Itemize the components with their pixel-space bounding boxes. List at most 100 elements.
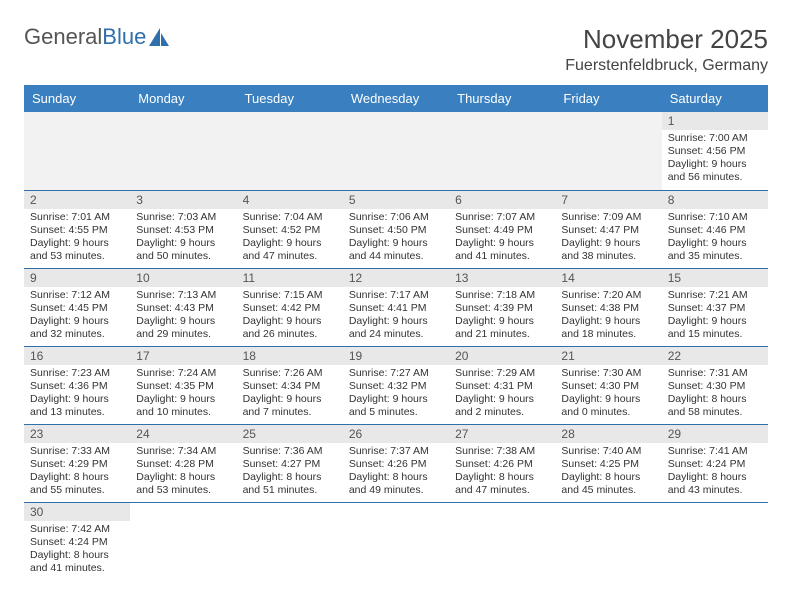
weekday-header-row: SundayMondayTuesdayWednesdayThursdayFrid… — [24, 85, 768, 112]
day-number: 24 — [130, 425, 236, 443]
calendar-cell: 11Sunrise: 7:15 AMSunset: 4:42 PMDayligh… — [237, 268, 343, 346]
daylight-text: Daylight: 9 hours — [30, 315, 124, 328]
weekday-header: Saturday — [662, 85, 768, 112]
sunset-text: Sunset: 4:52 PM — [243, 224, 337, 237]
sunset-text: Sunset: 4:34 PM — [243, 380, 337, 393]
calendar-cell: 23Sunrise: 7:33 AMSunset: 4:29 PMDayligh… — [24, 424, 130, 502]
calendar-cell — [24, 112, 130, 190]
daylight-text: Daylight: 8 hours — [136, 471, 230, 484]
daylight-text: Daylight: 9 hours — [30, 393, 124, 406]
day-number: 21 — [555, 347, 661, 365]
sunset-text: Sunset: 4:25 PM — [561, 458, 655, 471]
weekday-header: Thursday — [449, 85, 555, 112]
sunset-text: Sunset: 4:43 PM — [136, 302, 230, 315]
weekday-header: Tuesday — [237, 85, 343, 112]
daylight-text-2: and 55 minutes. — [30, 484, 124, 497]
sunrise-text: Sunrise: 7:23 AM — [30, 367, 124, 380]
sunset-text: Sunset: 4:27 PM — [243, 458, 337, 471]
sunrise-text: Sunrise: 7:37 AM — [349, 445, 443, 458]
calendar-cell: 16Sunrise: 7:23 AMSunset: 4:36 PMDayligh… — [24, 346, 130, 424]
sunset-text: Sunset: 4:49 PM — [455, 224, 549, 237]
daylight-text-2: and 7 minutes. — [243, 406, 337, 419]
calendar-cell — [449, 502, 555, 580]
calendar-cell: 8Sunrise: 7:10 AMSunset: 4:46 PMDaylight… — [662, 190, 768, 268]
calendar-cell: 19Sunrise: 7:27 AMSunset: 4:32 PMDayligh… — [343, 346, 449, 424]
sunrise-text: Sunrise: 7:33 AM — [30, 445, 124, 458]
sunset-text: Sunset: 4:45 PM — [30, 302, 124, 315]
sunset-text: Sunset: 4:50 PM — [349, 224, 443, 237]
daylight-text: Daylight: 8 hours — [30, 471, 124, 484]
day-number: 14 — [555, 269, 661, 287]
daylight-text: Daylight: 9 hours — [561, 237, 655, 250]
daylight-text-2: and 49 minutes. — [349, 484, 443, 497]
daylight-text: Daylight: 8 hours — [243, 471, 337, 484]
daylight-text-2: and 13 minutes. — [30, 406, 124, 419]
day-number: 15 — [662, 269, 768, 287]
daylight-text-2: and 53 minutes. — [136, 484, 230, 497]
day-details: Sunrise: 7:20 AMSunset: 4:38 PMDaylight:… — [555, 287, 661, 346]
calendar-week-row: 23Sunrise: 7:33 AMSunset: 4:29 PMDayligh… — [24, 424, 768, 502]
sail-icon — [148, 27, 170, 47]
title-block: November 2025 Fuerstenfeldbruck, Germany — [565, 24, 768, 75]
day-details: Sunrise: 7:21 AMSunset: 4:37 PMDaylight:… — [662, 287, 768, 346]
daylight-text-2: and 32 minutes. — [30, 328, 124, 341]
daylight-text: Daylight: 9 hours — [455, 237, 549, 250]
day-details: Sunrise: 7:38 AMSunset: 4:26 PMDaylight:… — [449, 443, 555, 502]
sunrise-text: Sunrise: 7:04 AM — [243, 211, 337, 224]
daylight-text: Daylight: 8 hours — [668, 471, 762, 484]
daylight-text: Daylight: 9 hours — [668, 315, 762, 328]
daylight-text-2: and 38 minutes. — [561, 250, 655, 263]
sunrise-text: Sunrise: 7:24 AM — [136, 367, 230, 380]
sunset-text: Sunset: 4:46 PM — [668, 224, 762, 237]
day-number: 9 — [24, 269, 130, 287]
calendar-cell: 24Sunrise: 7:34 AMSunset: 4:28 PMDayligh… — [130, 424, 236, 502]
calendar-cell — [449, 112, 555, 190]
sunrise-text: Sunrise: 7:06 AM — [349, 211, 443, 224]
day-details: Sunrise: 7:18 AMSunset: 4:39 PMDaylight:… — [449, 287, 555, 346]
day-details: Sunrise: 7:17 AMSunset: 4:41 PMDaylight:… — [343, 287, 449, 346]
day-number: 30 — [24, 503, 130, 521]
daylight-text: Daylight: 9 hours — [243, 237, 337, 250]
calendar-cell — [555, 502, 661, 580]
sunrise-text: Sunrise: 7:21 AM — [668, 289, 762, 302]
sunrise-text: Sunrise: 7:01 AM — [30, 211, 124, 224]
daylight-text: Daylight: 9 hours — [668, 158, 762, 171]
day-details: Sunrise: 7:27 AMSunset: 4:32 PMDaylight:… — [343, 365, 449, 424]
calendar-cell: 22Sunrise: 7:31 AMSunset: 4:30 PMDayligh… — [662, 346, 768, 424]
day-number: 5 — [343, 191, 449, 209]
sunset-text: Sunset: 4:47 PM — [561, 224, 655, 237]
day-details: Sunrise: 7:23 AMSunset: 4:36 PMDaylight:… — [24, 365, 130, 424]
day-number: 11 — [237, 269, 343, 287]
day-number: 16 — [24, 347, 130, 365]
weekday-header: Monday — [130, 85, 236, 112]
daylight-text-2: and 56 minutes. — [668, 171, 762, 184]
weekday-header: Sunday — [24, 85, 130, 112]
calendar-cell: 21Sunrise: 7:30 AMSunset: 4:30 PMDayligh… — [555, 346, 661, 424]
calendar-cell: 7Sunrise: 7:09 AMSunset: 4:47 PMDaylight… — [555, 190, 661, 268]
day-number: 27 — [449, 425, 555, 443]
calendar-cell: 10Sunrise: 7:13 AMSunset: 4:43 PMDayligh… — [130, 268, 236, 346]
brand-part2: Blue — [102, 24, 146, 50]
sunrise-text: Sunrise: 7:18 AM — [455, 289, 549, 302]
daylight-text: Daylight: 9 hours — [136, 237, 230, 250]
calendar-cell: 30Sunrise: 7:42 AMSunset: 4:24 PMDayligh… — [24, 502, 130, 580]
day-details: Sunrise: 7:13 AMSunset: 4:43 PMDaylight:… — [130, 287, 236, 346]
header: GeneralBlue November 2025 Fuerstenfeldbr… — [24, 24, 768, 75]
sunrise-text: Sunrise: 7:29 AM — [455, 367, 549, 380]
day-details: Sunrise: 7:30 AMSunset: 4:30 PMDaylight:… — [555, 365, 661, 424]
day-number: 1 — [662, 112, 768, 130]
calendar-cell: 14Sunrise: 7:20 AMSunset: 4:38 PMDayligh… — [555, 268, 661, 346]
day-number: 26 — [343, 425, 449, 443]
calendar-cell: 20Sunrise: 7:29 AMSunset: 4:31 PMDayligh… — [449, 346, 555, 424]
sunrise-text: Sunrise: 7:09 AM — [561, 211, 655, 224]
sunset-text: Sunset: 4:42 PM — [243, 302, 337, 315]
day-number: 2 — [24, 191, 130, 209]
daylight-text-2: and 24 minutes. — [349, 328, 443, 341]
daylight-text: Daylight: 9 hours — [30, 237, 124, 250]
calendar-cell: 15Sunrise: 7:21 AMSunset: 4:37 PMDayligh… — [662, 268, 768, 346]
sunset-text: Sunset: 4:30 PM — [668, 380, 762, 393]
sunrise-text: Sunrise: 7:36 AM — [243, 445, 337, 458]
calendar-cell: 26Sunrise: 7:37 AMSunset: 4:26 PMDayligh… — [343, 424, 449, 502]
calendar-cell: 13Sunrise: 7:18 AMSunset: 4:39 PMDayligh… — [449, 268, 555, 346]
day-details: Sunrise: 7:12 AMSunset: 4:45 PMDaylight:… — [24, 287, 130, 346]
